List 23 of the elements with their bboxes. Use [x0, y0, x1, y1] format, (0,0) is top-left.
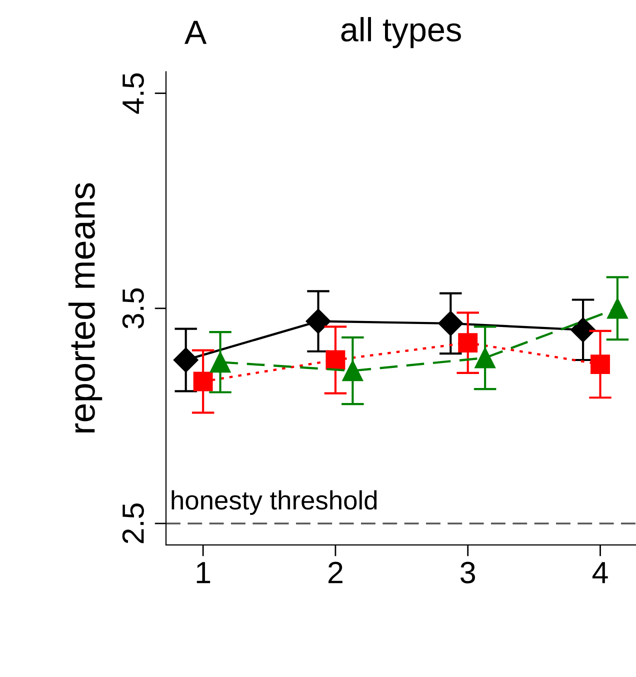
point — [570, 317, 596, 342]
x-tick-label: 1 — [196, 562, 210, 584]
point — [173, 348, 198, 372]
x-tick-label: 4 — [592, 562, 608, 584]
point — [458, 333, 478, 353]
point — [193, 372, 213, 392]
point — [326, 350, 346, 370]
y-tick-label: 2.5 — [122, 504, 144, 544]
y-tick-label: 4.5 — [122, 73, 144, 114]
point — [210, 352, 231, 373]
ref-line-label: honesty threshold — [172, 490, 377, 515]
point — [438, 310, 464, 336]
point — [590, 354, 610, 374]
chart-title: all types — [341, 17, 461, 48]
y-axis-title: reported means — [68, 183, 102, 432]
point — [306, 308, 331, 334]
y-tick-label: 3.5 — [122, 288, 144, 328]
point — [607, 298, 628, 319]
point — [474, 347, 496, 368]
x-tick-label: 3 — [460, 562, 476, 584]
text: A — [184, 20, 207, 44]
point — [342, 360, 364, 382]
x-tick-label: 2 — [328, 562, 342, 584]
